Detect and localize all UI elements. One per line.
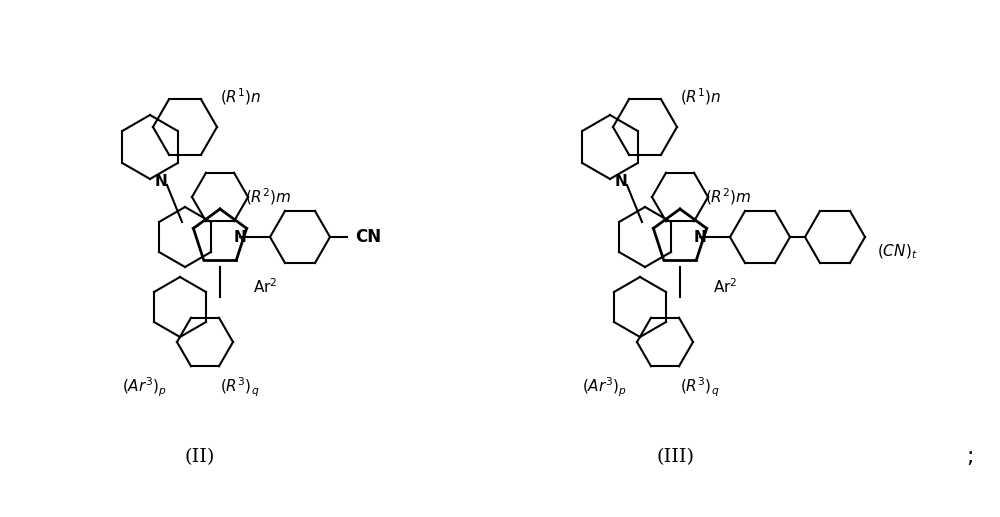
Text: $(R^1)$n: $(R^1)$n (220, 87, 262, 108)
Text: $(R^3)_q$: $(R^3)_q$ (220, 375, 260, 399)
Text: CN: CN (355, 228, 381, 246)
Text: $\rm{Ar^2}$: $\rm{Ar^2}$ (713, 278, 737, 296)
Text: $\rm{Ar^2}$: $\rm{Ar^2}$ (253, 278, 277, 296)
Text: N: N (155, 174, 167, 189)
Text: $(Ar^3)_p$: $(Ar^3)_p$ (582, 375, 628, 399)
Text: $(R^1)$n: $(R^1)$n (680, 87, 722, 108)
Text: $(R^2)$m: $(R^2)$m (705, 187, 752, 207)
Text: $(CN)_t$: $(CN)_t$ (877, 243, 918, 261)
Text: (III): (III) (656, 448, 694, 466)
Text: N: N (234, 230, 246, 245)
Text: $(R^3)_q$: $(R^3)_q$ (680, 375, 720, 399)
Text: $(R^2)$m: $(R^2)$m (245, 187, 292, 207)
Text: N: N (615, 174, 627, 189)
Text: N: N (694, 230, 706, 245)
Text: $(Ar^3)_p$: $(Ar^3)_p$ (122, 375, 168, 399)
Text: ;: ; (966, 447, 974, 467)
Text: (II): (II) (185, 448, 215, 466)
